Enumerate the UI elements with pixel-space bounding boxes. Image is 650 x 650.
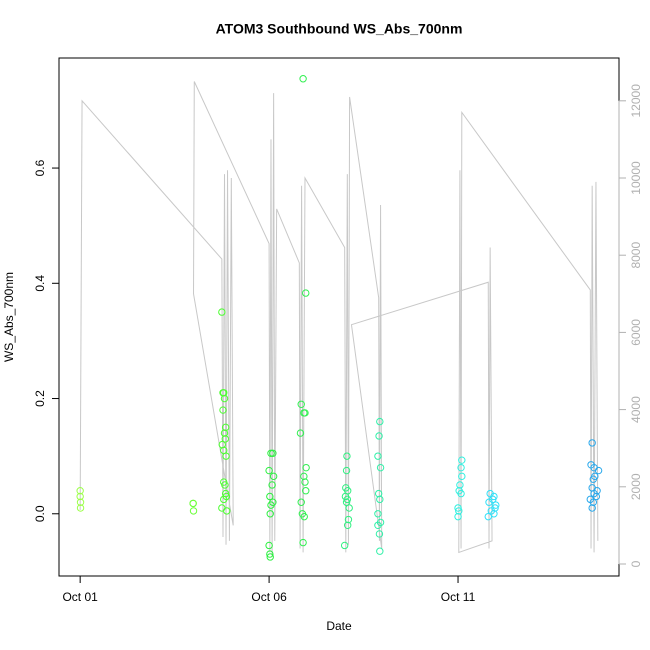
point bbox=[345, 504, 353, 512]
y2-tick-label: 0 bbox=[629, 560, 643, 567]
point bbox=[219, 406, 227, 414]
point bbox=[222, 452, 230, 460]
point bbox=[492, 501, 500, 509]
point bbox=[588, 439, 596, 447]
point bbox=[300, 512, 308, 521]
point bbox=[592, 492, 601, 501]
point bbox=[375, 432, 383, 440]
point bbox=[221, 481, 229, 489]
point bbox=[454, 512, 462, 521]
point bbox=[342, 466, 351, 475]
point bbox=[266, 510, 274, 518]
point bbox=[268, 481, 276, 489]
x-tick-label: Oct 11 bbox=[441, 590, 476, 604]
point bbox=[485, 498, 493, 506]
x-tick-label: Oct 01 bbox=[62, 590, 98, 604]
point bbox=[76, 492, 84, 501]
x-tick-label: Oct 06 bbox=[251, 590, 287, 604]
point bbox=[344, 515, 353, 524]
point bbox=[299, 538, 307, 547]
point bbox=[455, 507, 463, 515]
point bbox=[456, 481, 464, 489]
y-tick-label: 0.4 bbox=[33, 275, 47, 292]
point bbox=[220, 429, 229, 437]
point bbox=[297, 498, 305, 506]
point bbox=[376, 495, 384, 504]
point bbox=[343, 495, 352, 504]
point bbox=[374, 521, 382, 529]
point bbox=[266, 550, 274, 558]
chart-title: ATOM3 Southbound WS_Abs_700nm bbox=[216, 21, 463, 37]
point bbox=[588, 504, 596, 512]
point bbox=[343, 452, 351, 460]
point bbox=[458, 472, 466, 481]
y-tick-label: 0.6 bbox=[33, 159, 47, 176]
point bbox=[299, 75, 307, 83]
point bbox=[76, 487, 84, 495]
plot-frame bbox=[58, 57, 620, 577]
y-tick-label: 0.0 bbox=[33, 505, 47, 522]
y-axis-label: WS_Abs_700nm bbox=[2, 272, 16, 362]
point bbox=[76, 504, 85, 512]
point bbox=[340, 541, 349, 550]
line bbox=[79, 81, 599, 557]
point bbox=[221, 435, 229, 443]
point bbox=[296, 429, 305, 437]
point bbox=[457, 489, 465, 498]
point bbox=[454, 504, 462, 512]
point bbox=[189, 507, 198, 515]
point bbox=[220, 495, 228, 504]
point bbox=[376, 463, 385, 472]
y2-tick-label: 4000 bbox=[629, 396, 643, 423]
point bbox=[267, 449, 275, 457]
point bbox=[484, 512, 492, 521]
point bbox=[266, 553, 274, 561]
point bbox=[594, 466, 603, 475]
point bbox=[374, 452, 382, 460]
point bbox=[302, 487, 310, 495]
point bbox=[265, 466, 273, 475]
y2-tick-label: 10000 bbox=[629, 161, 643, 195]
y2-tick-label: 2000 bbox=[629, 473, 643, 500]
point bbox=[302, 289, 310, 297]
y2-tick-label: 6000 bbox=[629, 319, 643, 346]
point bbox=[302, 463, 310, 472]
point bbox=[220, 394, 229, 403]
point bbox=[297, 400, 305, 408]
point bbox=[269, 472, 278, 481]
point bbox=[269, 449, 277, 457]
point bbox=[343, 521, 352, 529]
point bbox=[223, 507, 231, 515]
point bbox=[267, 501, 275, 509]
point bbox=[266, 492, 274, 501]
x-axis-label: Date bbox=[326, 619, 352, 633]
point bbox=[301, 478, 309, 486]
point bbox=[589, 475, 598, 483]
point bbox=[301, 409, 309, 417]
point bbox=[376, 547, 384, 555]
point bbox=[458, 456, 466, 464]
y-tick-label: 0.2 bbox=[33, 390, 47, 407]
point bbox=[457, 463, 465, 472]
point bbox=[375, 530, 384, 538]
point bbox=[490, 510, 498, 518]
point bbox=[218, 308, 226, 316]
y2-tick-label: 8000 bbox=[629, 242, 643, 269]
point bbox=[76, 498, 85, 506]
point bbox=[374, 510, 382, 518]
point bbox=[189, 499, 197, 508]
point bbox=[220, 389, 228, 397]
y2-tick-label: 12000 bbox=[629, 84, 643, 118]
point bbox=[376, 417, 384, 426]
point bbox=[265, 541, 273, 550]
